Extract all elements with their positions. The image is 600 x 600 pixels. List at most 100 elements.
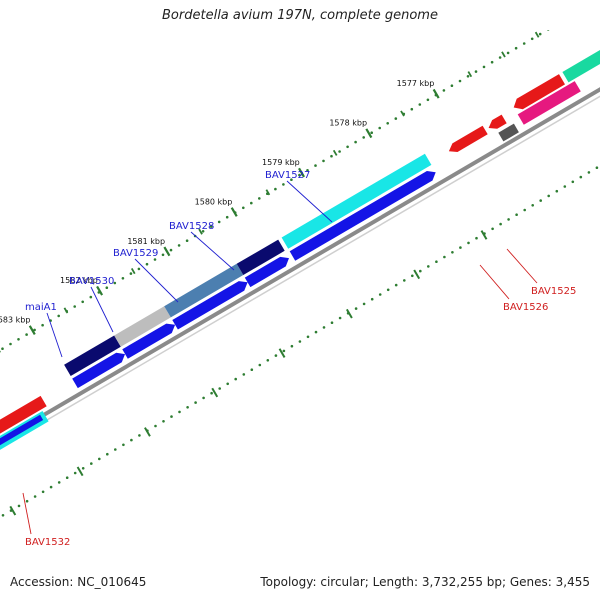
- ring-dot: [571, 180, 575, 184]
- ring-dot: [418, 103, 422, 106]
- scale-tick-minor: [265, 189, 271, 196]
- ring-dot: [170, 415, 173, 418]
- scale-tick-label: 1582 kbp: [60, 276, 98, 285]
- feature-teal-right[interactable]: [562, 34, 600, 83]
- cds-forward-5[interactable]: [289, 171, 436, 261]
- ring-dot: [522, 42, 526, 45]
- ring-dot: [162, 420, 165, 423]
- cds-forward-1[interactable]: [72, 352, 125, 389]
- feature-BAV1529[interactable]: [164, 263, 244, 318]
- ring-dot: [595, 166, 599, 169]
- ring-dot: [451, 251, 454, 254]
- ring-dot: [258, 197, 261, 200]
- cds-forward-4[interactable]: [244, 256, 289, 288]
- ring-dot: [410, 107, 414, 111]
- feature-BAV1528[interactable]: [236, 239, 285, 275]
- feature-BAV1527[interactable]: [281, 153, 432, 249]
- ring-dot: [217, 220, 221, 224]
- scale-tick-label: 1578 kbp: [329, 119, 367, 128]
- feature-blue-left[interactable]: [0, 414, 44, 481]
- ring-dot: [266, 359, 270, 362]
- ring-dot: [73, 305, 76, 308]
- scale-tick-minor: [198, 228, 203, 235]
- cds-forward-3[interactable]: [172, 281, 248, 330]
- ring-dot: [186, 406, 189, 409]
- ring-dot: [386, 122, 390, 125]
- ring-dot: [362, 136, 366, 139]
- ring-dot: [563, 185, 567, 188]
- scale-tick-minor: [97, 287, 102, 294]
- scale-tick-minor: [433, 90, 439, 97]
- gene-label-BAV1527[interactable]: BAV1527: [265, 170, 310, 181]
- feature-BAV1526-b[interactable]: [488, 114, 507, 129]
- ring-dot: [330, 154, 333, 158]
- ring-dot: [33, 328, 36, 332]
- scale-tick-minor: [231, 208, 237, 216]
- gene-label-BAV1528[interactable]: BAV1528: [169, 221, 214, 232]
- ring-dot: [57, 481, 61, 484]
- scale-tick-label: 1581 kbp: [127, 237, 165, 246]
- feature-maiA1[interactable]: [64, 335, 121, 377]
- ring-dot: [362, 302, 366, 306]
- ring-dot: [314, 164, 317, 167]
- gene-label-BAV1526[interactable]: BAV1526: [503, 302, 548, 313]
- feature-BAV1532[interactable]: [0, 395, 47, 469]
- scale-tick-minor: [366, 130, 372, 137]
- ring-dot: [225, 215, 229, 219]
- ring-dot: [507, 218, 510, 221]
- ring-dot: [474, 70, 478, 73]
- feature-BAV1526[interactable]: [448, 125, 488, 152]
- ring-dot: [499, 222, 502, 226]
- ring-dot: [338, 316, 342, 320]
- map-title: Bordetella avium 197N, complete genome: [162, 8, 438, 23]
- ring-dot: [210, 391, 213, 395]
- ring-dot: [378, 126, 382, 130]
- ring-dot: [475, 236, 478, 240]
- ring-dot: [89, 295, 93, 299]
- backbone-shadow: [0, 95, 600, 449]
- gene-label-BAV1532[interactable]: BAV1532: [25, 537, 70, 548]
- leader-line-BAV1530: [90, 286, 114, 333]
- ring-dot: [114, 448, 117, 451]
- ring-dot: [73, 471, 77, 475]
- ring-dot: [201, 230, 205, 233]
- leader-line-maiA1: [46, 312, 63, 358]
- feature-BAV1530[interactable]: [114, 306, 171, 347]
- ring-dot: [218, 387, 221, 390]
- ring-dot: [498, 56, 502, 59]
- ring-dot: [515, 213, 518, 216]
- gene-label-BAV1529[interactable]: BAV1529: [113, 248, 158, 259]
- gene-label-BAV1530[interactable]: BAV1530: [69, 276, 114, 287]
- gene-label-BAV1525[interactable]: BAV1525: [531, 286, 576, 297]
- ring-dot: [41, 490, 45, 494]
- ring-dot: [290, 178, 293, 181]
- scale-tick-minor: [29, 327, 35, 334]
- ring-dot: [105, 286, 109, 290]
- ring-dot: [234, 377, 237, 381]
- feature-BAV1525[interactable]: [513, 74, 565, 110]
- gene-label-maiA1[interactable]: maiA1: [25, 302, 57, 313]
- ring-dot: [555, 23, 558, 26]
- leader-line-BAV1525: [506, 248, 538, 284]
- ring-dot: [274, 354, 278, 357]
- cds-forward-2[interactable]: [122, 323, 176, 359]
- feature-gray-small[interactable]: [498, 123, 519, 142]
- inner-ring-tick: [413, 269, 421, 280]
- ring-dot: [137, 267, 141, 271]
- ring-dot: [411, 274, 414, 278]
- feature-magenta-right[interactable]: [517, 81, 581, 125]
- ring-dot: [571, 14, 574, 17]
- ring-dot: [9, 342, 12, 346]
- ring-dot: [153, 258, 157, 261]
- leader-line-BAV1526: [479, 264, 510, 300]
- ring-dot: [555, 189, 559, 193]
- ring-dot: [282, 349, 286, 353]
- leader-line-BAV1529: [134, 258, 179, 303]
- ring-dot: [354, 140, 357, 144]
- ring-dot: [427, 265, 430, 268]
- leader-line-BAV1527: [286, 180, 333, 223]
- ring-dot: [442, 89, 446, 92]
- scale-tick-minor: [534, 31, 540, 38]
- ring-dot: [506, 51, 510, 55]
- scale-tick-minor: [569, 12, 572, 17]
